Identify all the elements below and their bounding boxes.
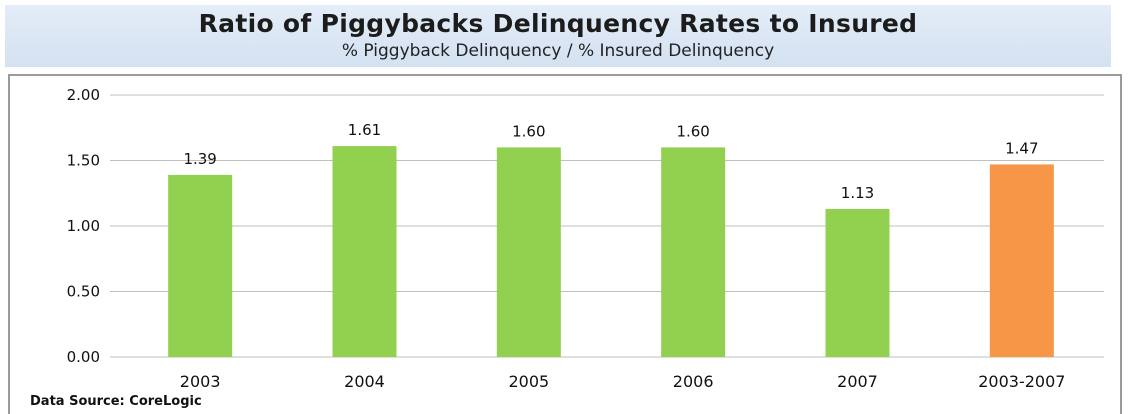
chart-header: Ratio of Piggybacks Delinquency Rates to…	[5, 5, 1111, 67]
y-tick-label: 0.00	[67, 348, 100, 366]
y-tick-label: 0.50	[67, 283, 100, 301]
bar	[661, 147, 726, 357]
chart-frame	[8, 74, 1122, 414]
gridlines	[110, 94, 1104, 358]
data-label: 1.60	[512, 122, 545, 140]
x-tick-label: 2004	[344, 372, 385, 391]
y-tick-label: 2.00	[67, 86, 100, 104]
data-label: 1.60	[676, 122, 709, 140]
bar-chart: 0.00 0.50 1.00 1.50 2.00 1.39 1.61 1.60 1.60 1.1…	[67, 86, 1104, 391]
x-tick-label: 2005	[508, 372, 549, 391]
y-axis-ticks: 0.00 0.50 1.00 1.50 2.00	[67, 86, 100, 366]
y-tick-label: 1.00	[67, 217, 100, 235]
x-tick-label: 2003	[180, 372, 221, 391]
x-tick-label: 2006	[673, 372, 714, 391]
bar	[332, 146, 397, 357]
data-label: 1.61	[348, 121, 381, 139]
chart-subtitle: % Piggyback Delinquency / % Insured Deli…	[341, 41, 775, 61]
data-label: 1.47	[1005, 139, 1038, 157]
x-axis-ticks: 2003 2004 2005 2006 2007 2003-2007	[180, 372, 1066, 391]
data-label: 1.13	[841, 184, 874, 202]
bar	[825, 208, 890, 357]
chart-title: Ratio of Piggybacks Delinquency Rates to…	[198, 9, 918, 38]
y-tick-label: 1.50	[67, 152, 100, 170]
bars	[168, 146, 1054, 357]
data-label: 1.39	[183, 150, 216, 168]
data-labels: 1.39 1.61 1.60 1.60 1.13 1.47	[183, 121, 1038, 202]
x-tick-label: 2007	[837, 372, 878, 391]
bar	[496, 147, 561, 357]
bar	[989, 164, 1054, 357]
data-source-note: Data Source: CoreLogic	[30, 394, 202, 409]
x-tick-label: 2003-2007	[978, 372, 1065, 391]
bar	[168, 174, 233, 357]
